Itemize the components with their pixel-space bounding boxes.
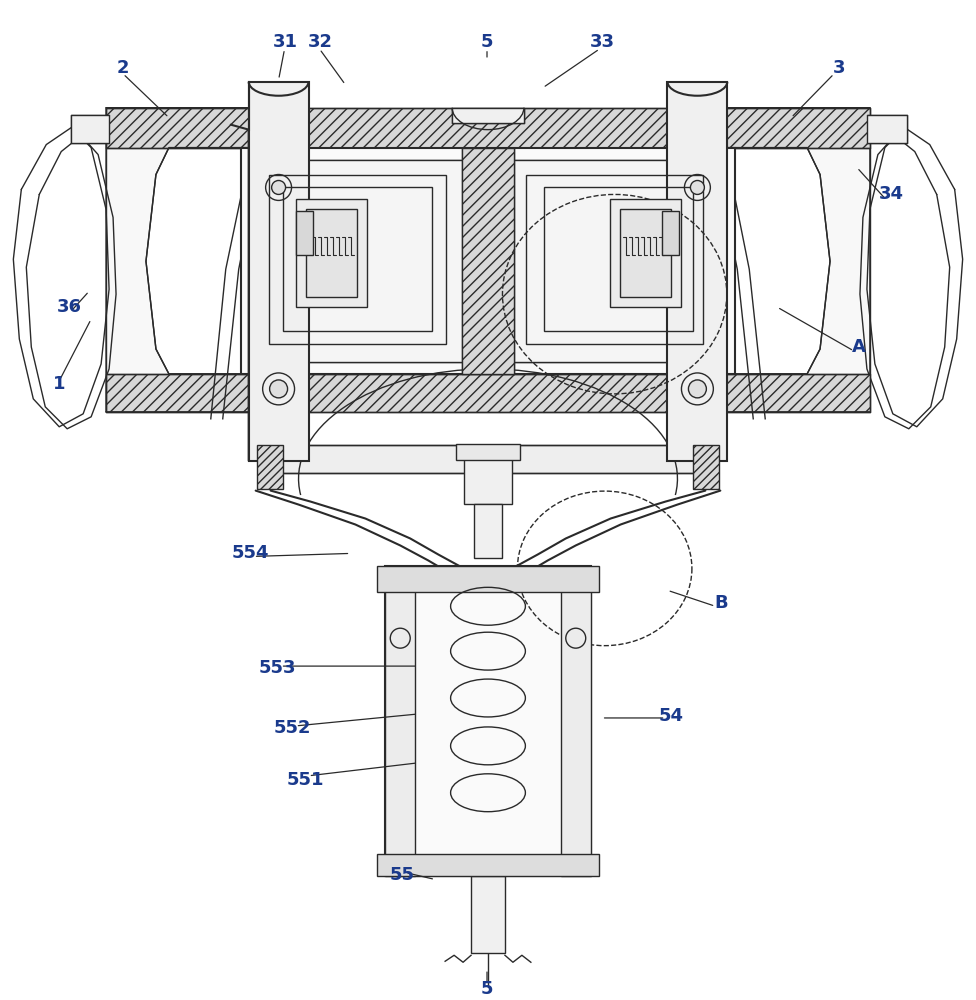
Bar <box>544 187 693 331</box>
Text: B: B <box>714 594 728 612</box>
Text: 2: 2 <box>117 59 129 77</box>
Bar <box>456 444 520 460</box>
Bar <box>106 374 870 412</box>
Circle shape <box>690 180 705 194</box>
Bar <box>462 148 514 374</box>
Text: 1: 1 <box>53 375 65 393</box>
Bar <box>268 175 446 344</box>
Bar <box>610 199 681 307</box>
Bar <box>249 82 308 461</box>
Bar <box>386 566 415 876</box>
Text: 31: 31 <box>273 33 298 51</box>
Text: 32: 32 <box>308 33 333 51</box>
Bar <box>296 211 313 255</box>
Text: 55: 55 <box>389 866 415 884</box>
Bar <box>514 160 723 362</box>
Bar <box>474 504 502 558</box>
Text: 5: 5 <box>481 33 493 51</box>
Bar <box>662 211 679 255</box>
Text: 5: 5 <box>481 980 493 998</box>
Text: A: A <box>852 338 866 356</box>
Bar <box>464 449 512 504</box>
Bar <box>378 854 598 876</box>
Text: 36: 36 <box>57 298 82 316</box>
Bar <box>561 566 590 876</box>
Bar <box>241 148 735 374</box>
Circle shape <box>271 180 286 194</box>
Bar <box>867 115 907 143</box>
Bar <box>71 115 109 143</box>
Polygon shape <box>106 108 249 412</box>
Bar <box>305 209 357 297</box>
Polygon shape <box>727 108 870 412</box>
Text: 34: 34 <box>878 185 904 203</box>
Text: 33: 33 <box>590 33 615 51</box>
Bar <box>253 160 723 362</box>
Bar <box>620 209 671 297</box>
Bar <box>526 175 704 344</box>
Bar <box>668 82 727 461</box>
Bar <box>283 187 432 331</box>
Text: 551: 551 <box>287 771 324 789</box>
Bar <box>253 160 462 362</box>
Circle shape <box>688 380 707 398</box>
Circle shape <box>269 380 288 398</box>
Bar <box>471 876 505 953</box>
Text: 552: 552 <box>274 719 311 737</box>
Bar <box>693 445 719 489</box>
Bar <box>257 445 283 489</box>
Text: 54: 54 <box>659 707 684 725</box>
Bar <box>296 199 367 307</box>
Bar <box>386 566 590 876</box>
Bar <box>261 445 715 473</box>
Bar <box>452 108 524 123</box>
Text: 554: 554 <box>232 544 269 562</box>
Bar <box>106 108 870 148</box>
Text: 3: 3 <box>833 59 845 77</box>
Bar <box>378 566 598 592</box>
Text: 553: 553 <box>259 659 297 677</box>
